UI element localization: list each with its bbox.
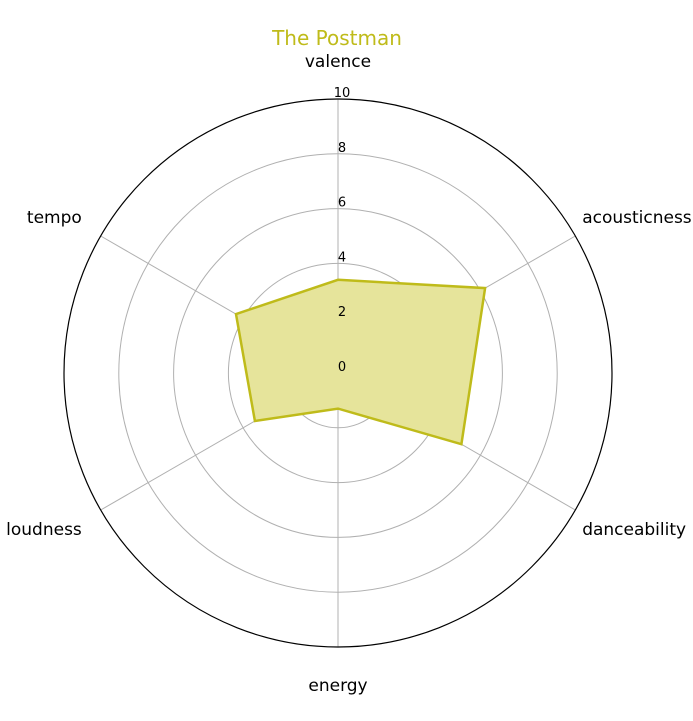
rtick-label-8: 8: [338, 141, 346, 156]
axis-label-acousticness: acousticness: [582, 208, 692, 228]
axis-label-loudness: loudness: [6, 520, 82, 540]
series-layer: [236, 280, 485, 445]
chart-title: The Postman: [271, 26, 402, 50]
rtick-label-0: 0: [338, 360, 346, 375]
rtick-label-6: 6: [338, 196, 346, 211]
axis-label-energy: energy: [308, 676, 367, 696]
axis-label-danceability: danceability: [582, 520, 686, 540]
axis-label-tempo: tempo: [27, 208, 82, 228]
axis-label-valence: valence: [305, 52, 371, 72]
rtick-label-2: 2: [338, 305, 346, 320]
rtick-label-4: 4: [338, 250, 346, 265]
series-area: [236, 280, 485, 444]
rtick-label-10: 10: [334, 86, 351, 101]
